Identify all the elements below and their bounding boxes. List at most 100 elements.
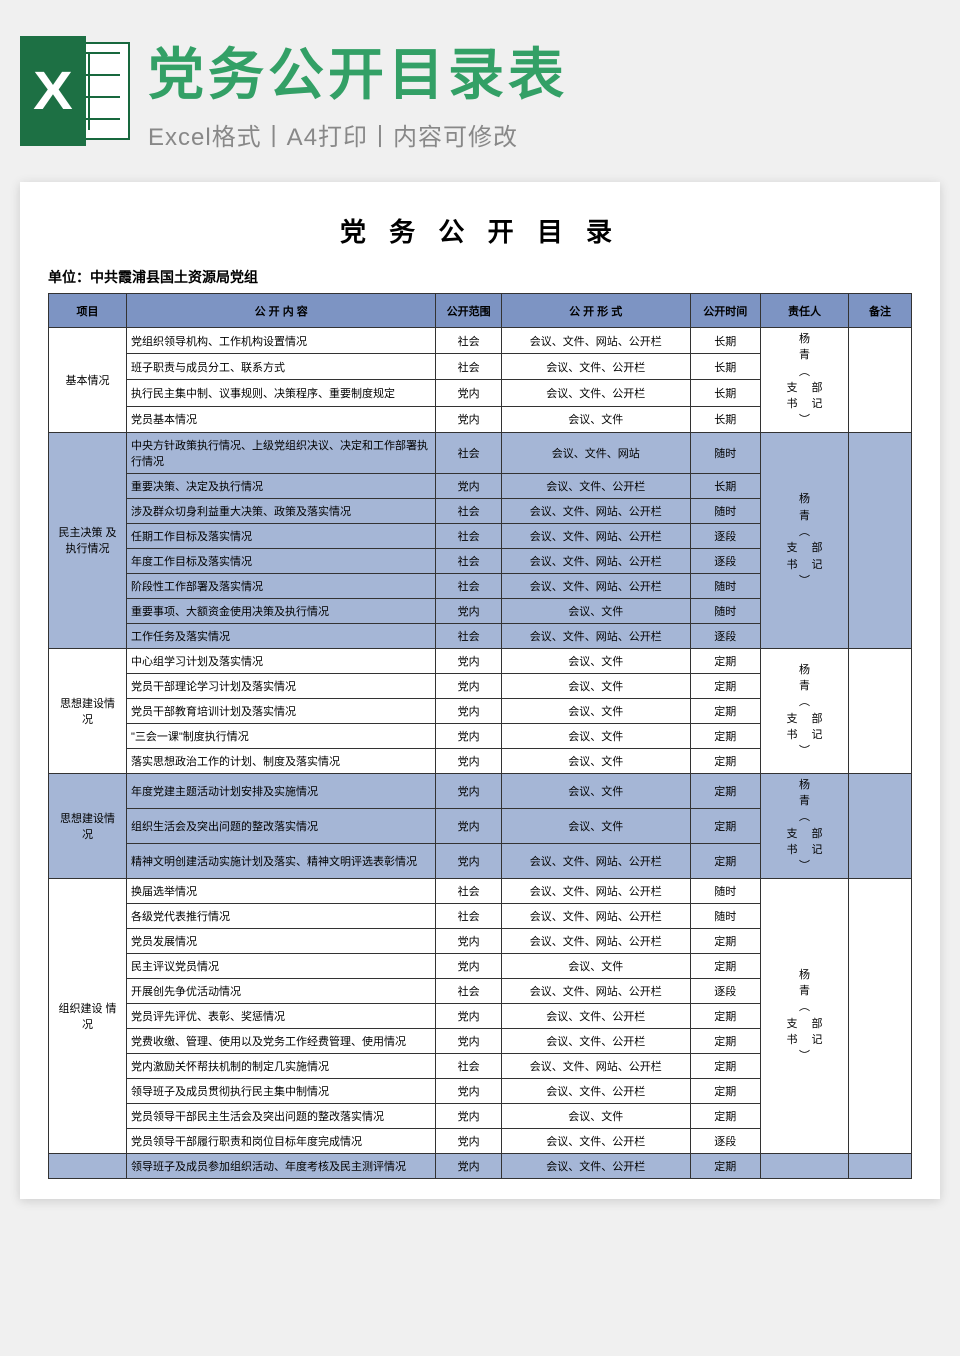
form-cell: 会议、文件 — [501, 773, 690, 808]
time-cell: 定期 — [690, 773, 760, 808]
content-cell: 年度工作目标及落实情况 — [126, 548, 435, 573]
scope-cell: 社会 — [436, 328, 501, 354]
time-cell: 随时 — [690, 598, 760, 623]
content-cell: 党员领导干部履行职责和岗位目标年度完成情况 — [126, 1128, 435, 1153]
time-cell: 定期 — [690, 953, 760, 978]
col-form: 公 开 形 式 — [501, 294, 690, 328]
scope-cell: 党内 — [436, 843, 501, 878]
banner: 党务公开目录表 Excel格式丨A4打印丨内容可修改 — [20, 20, 940, 162]
form-cell: 会议、文件、网站、公开栏 — [501, 843, 690, 878]
table-row: 思想建设情 况中心组学习计划及落实情况党内会议、文件定期杨青︵支部书记︶ — [49, 648, 912, 673]
col-content: 公 开 内 容 — [126, 294, 435, 328]
scope-cell: 社会 — [436, 548, 501, 573]
table-header-row: 项目 公 开 内 容 公开范围 公 开 形 式 公开时间 责任人 备注 — [49, 294, 912, 328]
form-cell: 会议、文件、网站、公开栏 — [501, 903, 690, 928]
time-cell: 随时 — [690, 498, 760, 523]
category-cell: 基本情况 — [49, 328, 127, 433]
col-time: 公开时间 — [690, 294, 760, 328]
banner-text: 党务公开目录表 Excel格式丨A4打印丨内容可修改 — [148, 30, 568, 152]
content-cell: "三会一课"制度执行情况 — [126, 723, 435, 748]
form-cell: 会议、文件 — [501, 723, 690, 748]
time-cell: 逐段 — [690, 1128, 760, 1153]
form-cell: 会议、文件、网站、公开栏 — [501, 573, 690, 598]
form-cell: 会议、文件 — [501, 748, 690, 773]
content-cell: 党员干部教育培训计划及落实情况 — [126, 698, 435, 723]
category-cell: 思想建设情 况 — [49, 773, 127, 878]
scope-cell: 党内 — [436, 1003, 501, 1028]
content-cell: 任期工作目标及落实情况 — [126, 523, 435, 548]
scope-cell: 社会 — [436, 978, 501, 1003]
content-cell: 重要事项、大额资金使用决策及执行情况 — [126, 598, 435, 623]
time-cell: 长期 — [690, 328, 760, 354]
excel-icon — [20, 36, 130, 146]
scope-cell: 党内 — [436, 673, 501, 698]
responsible-cell: 杨青︵支部书记︶ — [760, 432, 848, 648]
content-cell: 中央方针政策执行情况、上级党组织决议、决定和工作部署执行情况 — [126, 432, 435, 473]
content-cell: 精神文明创建活动实施计划及落实、精神文明评选表彰情况 — [126, 843, 435, 878]
content-cell: 年度党建主题活动计划安排及实施情况 — [126, 773, 435, 808]
form-cell: 会议、文件、公开栏 — [501, 1128, 690, 1153]
scope-cell: 党内 — [436, 1103, 501, 1128]
time-cell: 长期 — [690, 406, 760, 432]
time-cell: 定期 — [690, 1153, 760, 1178]
time-cell: 长期 — [690, 473, 760, 498]
content-cell: 党内激励关怀帮扶机制的制定几实施情况 — [126, 1053, 435, 1078]
time-cell: 定期 — [690, 723, 760, 748]
category-cell: 组织建设 情况 — [49, 878, 127, 1153]
col-owner: 责任人 — [760, 294, 848, 328]
form-cell: 会议、文件、网站、公开栏 — [501, 878, 690, 903]
unit-label: 单位：中共霞浦县国土资源局党组 — [48, 267, 912, 287]
scope-cell: 社会 — [436, 523, 501, 548]
form-cell: 会议、文件 — [501, 808, 690, 843]
time-cell: 定期 — [690, 1103, 760, 1128]
note-cell — [849, 328, 912, 433]
document-sheet: 党 务 公 开 目 录 单位：中共霞浦县国土资源局党组 项目 公 开 内 容 公… — [20, 182, 940, 1199]
note-cell — [849, 878, 912, 1153]
content-cell: 党员基本情况 — [126, 406, 435, 432]
time-cell: 定期 — [690, 928, 760, 953]
time-cell: 定期 — [690, 673, 760, 698]
content-cell: 民主评议党员情况 — [126, 953, 435, 978]
responsible-cell: 杨青︵支部书记︶ — [760, 878, 848, 1153]
scope-cell: 社会 — [436, 498, 501, 523]
scope-cell: 社会 — [436, 903, 501, 928]
table-row: 民主决策 及执行情况中央方针政策执行情况、上级党组织决议、决定和工作部署执行情况… — [49, 432, 912, 473]
form-cell: 会议、文件 — [501, 406, 690, 432]
scope-cell: 党内 — [436, 473, 501, 498]
content-cell: 执行民主集中制、议事规则、决策程序、重要制度规定 — [126, 380, 435, 406]
responsible-cell: 杨青︵支部书记︶ — [760, 328, 848, 433]
document-title: 党 务 公 开 目 录 — [48, 212, 912, 249]
content-cell: 开展创先争优活动情况 — [126, 978, 435, 1003]
form-cell: 会议、文件、网站、公开栏 — [501, 623, 690, 648]
col-note: 备注 — [849, 294, 912, 328]
form-cell: 会议、文件 — [501, 648, 690, 673]
category-cell — [49, 1153, 127, 1178]
form-cell: 会议、文件、公开栏 — [501, 354, 690, 380]
banner-title: 党务公开目录表 — [148, 30, 568, 111]
form-cell: 会议、文件、网站、公开栏 — [501, 498, 690, 523]
content-cell: 党组织领导机构、工作机构设置情况 — [126, 328, 435, 354]
content-cell: 换届选举情况 — [126, 878, 435, 903]
note-cell — [849, 773, 912, 878]
note-cell — [849, 432, 912, 648]
col-scope: 公开范围 — [436, 294, 501, 328]
time-cell: 随时 — [690, 903, 760, 928]
content-cell: 组织生活会及突出问题的整改落实情况 — [126, 808, 435, 843]
scope-cell: 党内 — [436, 1153, 501, 1178]
time-cell: 逐段 — [690, 523, 760, 548]
time-cell: 定期 — [690, 1078, 760, 1103]
time-cell: 定期 — [690, 748, 760, 773]
scope-cell: 社会 — [436, 623, 501, 648]
time-cell: 定期 — [690, 1003, 760, 1028]
form-cell: 会议、文件、公开栏 — [501, 1153, 690, 1178]
time-cell: 定期 — [690, 1053, 760, 1078]
content-cell: 领导班子及成员贯彻执行民主集中制情况 — [126, 1078, 435, 1103]
form-cell: 会议、文件 — [501, 598, 690, 623]
form-cell: 会议、文件 — [501, 698, 690, 723]
form-cell: 会议、文件、网站、公开栏 — [501, 928, 690, 953]
time-cell: 随时 — [690, 573, 760, 598]
time-cell: 定期 — [690, 808, 760, 843]
time-cell: 定期 — [690, 648, 760, 673]
scope-cell: 党内 — [436, 598, 501, 623]
scope-cell: 社会 — [436, 432, 501, 473]
